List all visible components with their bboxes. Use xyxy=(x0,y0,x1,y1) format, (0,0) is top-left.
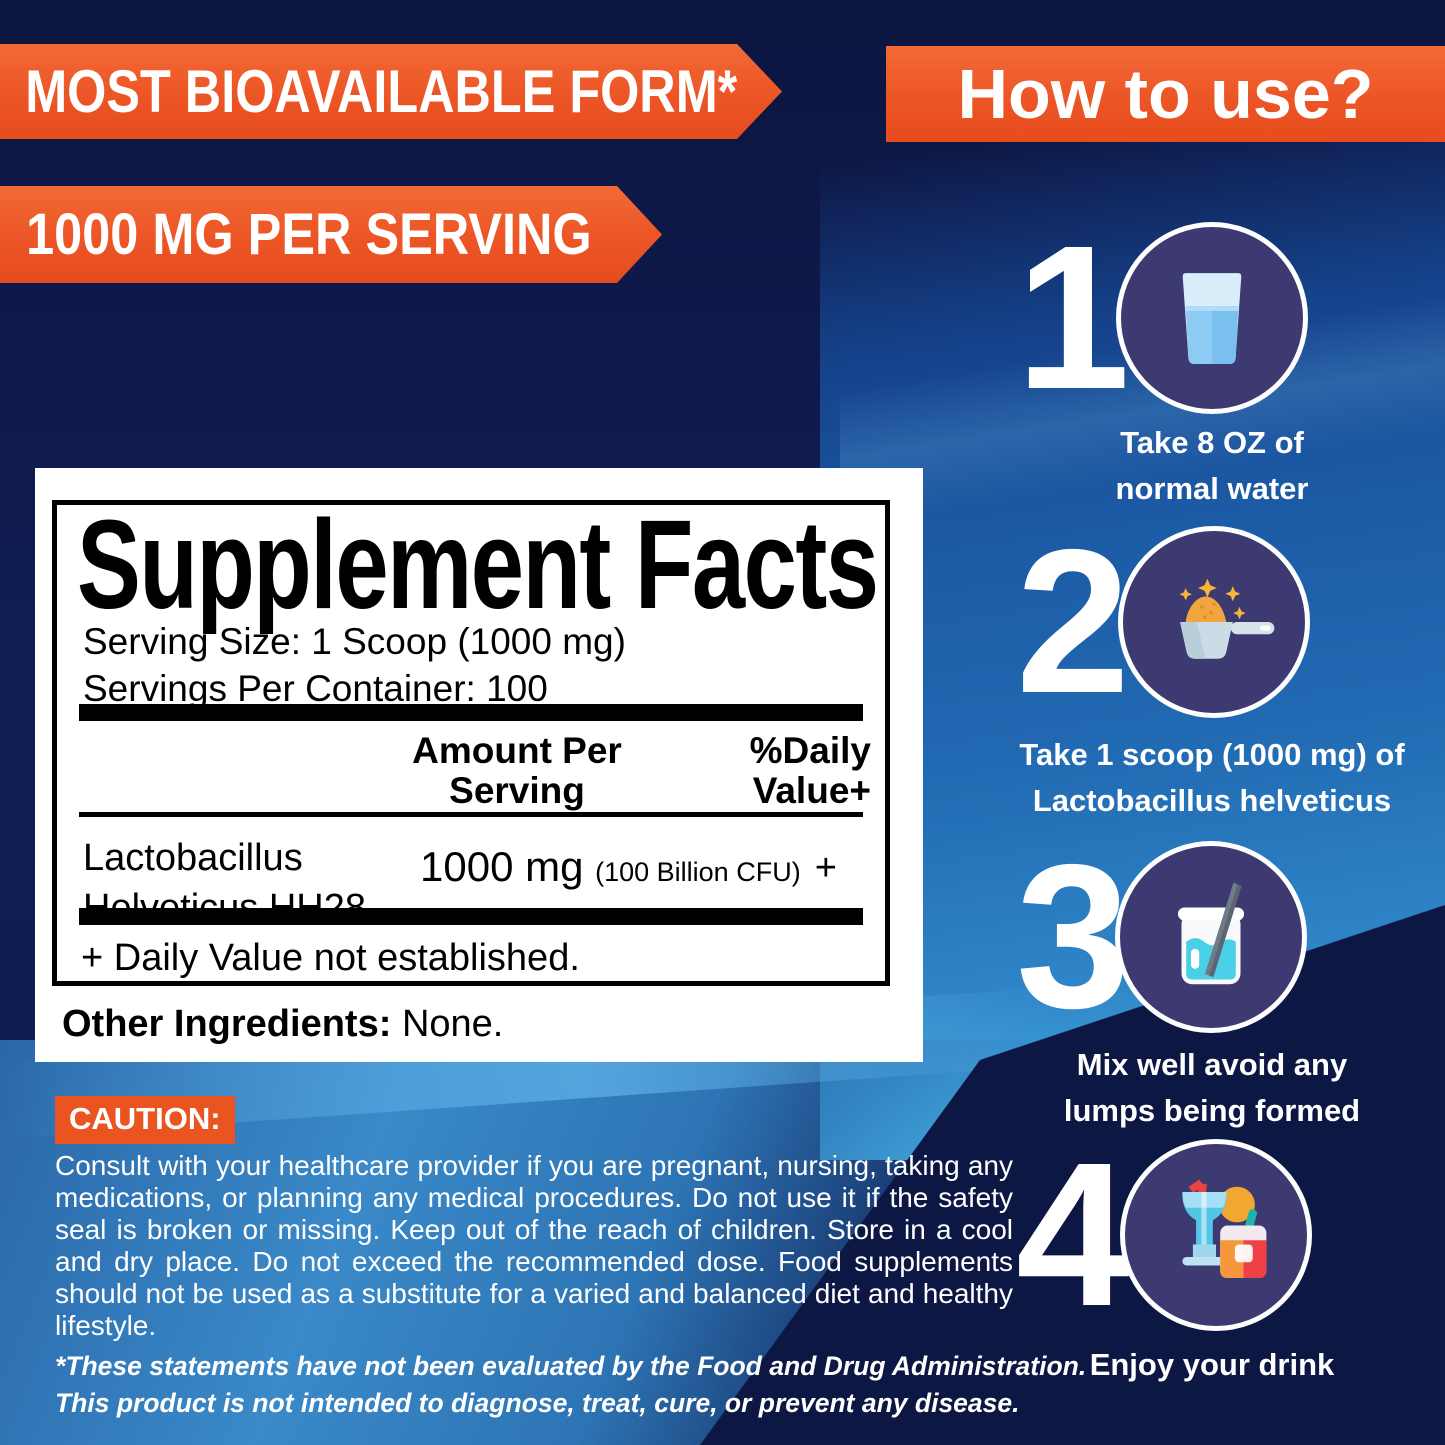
fda-disclaimer: *These statements have not been evaluate… xyxy=(55,1348,1086,1422)
ribbon-per-serving-text: 1000 MG PER SERVING xyxy=(26,202,592,267)
supplement-facts-title: Supplement Facts xyxy=(77,494,879,635)
water-glass-icon xyxy=(1182,273,1242,365)
ribbon-most-bioavailable: MOST BIOAVAILABLE FORM* xyxy=(0,44,782,139)
powder-scoop-icon xyxy=(1179,578,1275,659)
how-to-use-banner: How to use? xyxy=(886,46,1445,142)
ingredient-amount-value: 1000 mg xyxy=(420,843,584,890)
step-2-number: 2 xyxy=(1015,507,1130,736)
ingredient-daily-value: + xyxy=(814,847,837,889)
step-4-number: 4 xyxy=(1015,1120,1130,1349)
caution-body: Consult with your healthcare provider if… xyxy=(55,1150,1013,1341)
thin-rule-header xyxy=(79,812,863,817)
step-1-caption: Take 8 OZ of normal water xyxy=(1115,425,1309,506)
column-header-amount-line1: Amount Per xyxy=(412,730,622,771)
column-header-amount: Amount Per Serving xyxy=(347,731,687,811)
mixing-cup-icon xyxy=(1177,882,1245,985)
column-header-amount-line2: Serving xyxy=(449,769,585,811)
ingredient-amount-note: (100 Billion CFU) xyxy=(595,857,801,887)
step-4-circle xyxy=(1120,1139,1312,1331)
caution-label: CAUTION: xyxy=(55,1096,235,1144)
other-ingredients: Other Ingredients: None. xyxy=(62,1003,503,1046)
other-ingredients-value: None. xyxy=(401,1003,504,1045)
fda-disclaimer-line1: *These statements have not been evaluate… xyxy=(55,1351,1087,1381)
step-1-circle xyxy=(1116,222,1308,414)
daily-value-footnote: + Daily Value not established. xyxy=(81,937,580,979)
ingredient-amount: 1000 mg (100 Billion CFU) xyxy=(420,843,801,891)
supplement-facts-panel: Supplement Facts Serving Size: 1 Scoop (… xyxy=(35,468,923,1062)
other-ingredients-label: Other Ingredients: xyxy=(62,1003,392,1045)
thick-rule-bottom xyxy=(79,908,863,925)
step-4-caption: Enjoy your drink xyxy=(1089,1347,1335,1382)
column-header-daily-line2: Value+ xyxy=(752,769,871,811)
step-2-caption: Take 1 scoop (1000 mg) of Lactobacillus … xyxy=(1019,737,1405,818)
serving-size: Serving Size: 1 Scoop (1000 mg) xyxy=(83,621,626,662)
column-header-daily-line1: %Daily xyxy=(749,730,871,771)
drink-glasses-icon xyxy=(1182,1179,1267,1279)
step-2-circle xyxy=(1118,526,1310,718)
step-1-number: 1 xyxy=(1015,203,1130,432)
ingredient-name-line1: Lactobacillus xyxy=(83,837,303,879)
step-3-number: 3 xyxy=(1015,822,1130,1051)
column-header-daily-value: %Daily Value+ xyxy=(651,731,871,811)
fda-disclaimer-line2: This product is not intended to diagnose… xyxy=(55,1388,1020,1418)
ribbon-per-serving: 1000 MG PER SERVING xyxy=(0,186,662,283)
thick-rule-top xyxy=(79,704,863,721)
servings-per-container: Servings Per Container: 100 xyxy=(83,668,548,709)
step-3-caption: Mix well avoid any lumps being formed xyxy=(1063,1047,1361,1128)
step-3-circle xyxy=(1115,841,1307,1033)
supplement-facts-box: Supplement Facts Serving Size: 1 Scoop (… xyxy=(52,500,890,986)
ribbon-most-bioavailable-text: MOST BIOAVAILABLE FORM* xyxy=(25,58,738,125)
